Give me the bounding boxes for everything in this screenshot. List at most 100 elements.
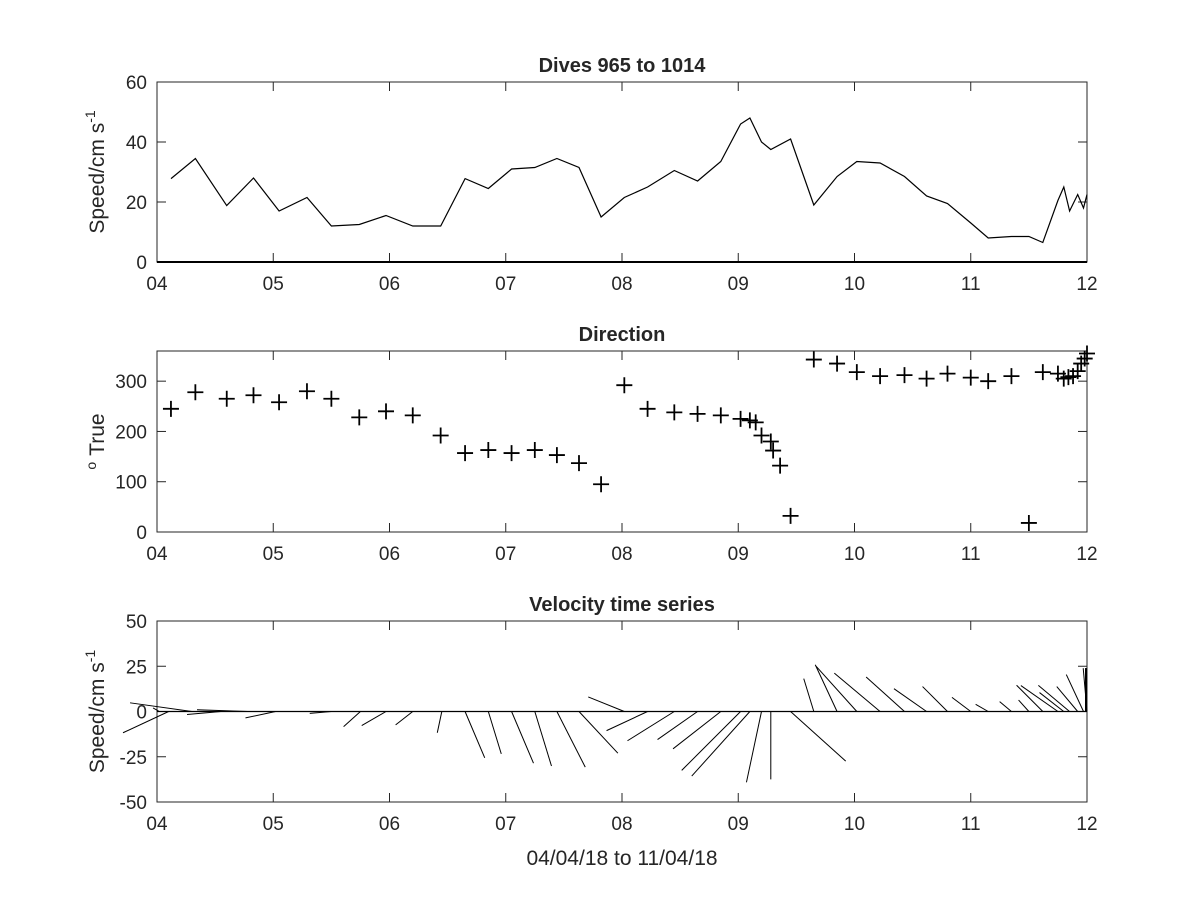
panel-1-xtick-label: 12 xyxy=(1076,274,1097,295)
panel-3-stick xyxy=(464,711,486,759)
panel-2-marker xyxy=(298,383,315,400)
panel-3-xtick-label: 07 xyxy=(495,814,516,835)
panel-2-xtick-label: 12 xyxy=(1076,544,1097,565)
panel-1-xtick-label: 08 xyxy=(611,274,632,295)
panel-2-marker xyxy=(1069,363,1086,380)
panel-2-marker xyxy=(666,404,683,421)
panel-3-stick xyxy=(893,688,927,712)
panel-2-marker xyxy=(404,407,421,424)
panel-2-marker xyxy=(271,394,288,411)
panel-3-xtick-label: 10 xyxy=(844,814,865,835)
panel-2-xtick-label: 10 xyxy=(844,544,865,565)
panel-3-stick xyxy=(152,707,160,712)
panel-3-xtick-label: 11 xyxy=(961,814,981,835)
panel-2-marker xyxy=(829,355,846,372)
panel-2-marker xyxy=(762,433,779,450)
panel-3-stick xyxy=(790,711,847,762)
panel-2-marker xyxy=(753,427,770,444)
panel-2-marker xyxy=(962,369,979,386)
panel-3-stick xyxy=(395,711,414,726)
panel-2-marker xyxy=(939,365,956,382)
panel-2-marker xyxy=(526,442,543,459)
panel-2-marker xyxy=(323,390,340,407)
panel-3-stick xyxy=(534,711,552,767)
panel-3-stick xyxy=(556,711,586,768)
panel-3-xtick-label: 05 xyxy=(263,814,284,835)
panel-2-marker xyxy=(1034,364,1051,381)
panel-3-stick xyxy=(1016,684,1044,712)
panel-3-stick xyxy=(691,711,751,777)
panel-3-stick xyxy=(1065,674,1084,712)
panel-1-ylabel-main: Speed/cm s xyxy=(86,123,109,234)
panel-3-xlabel: 04/04/18 to 11/04/18 xyxy=(526,847,717,870)
panel-2-ytick-label: 100 xyxy=(115,473,147,494)
panel-2-marker xyxy=(896,367,913,384)
panel-3-ylabel-sup: -1 xyxy=(82,650,98,663)
panel-3-stick xyxy=(1039,692,1065,712)
panel-2-ylabel-sup: o xyxy=(83,462,99,470)
panel-3-stick xyxy=(436,711,443,733)
panel-1-xtick-label: 04 xyxy=(146,274,168,295)
panel-2-xtick-label: 04 xyxy=(146,544,168,565)
panel-2-xtick-label: 11 xyxy=(961,544,981,565)
panel-3-stick xyxy=(975,703,989,712)
panel-2-marker xyxy=(848,364,865,381)
panel-2-marker xyxy=(187,384,204,401)
panel-3-stick xyxy=(1038,684,1070,712)
panel-3-stick xyxy=(122,711,169,734)
panel-2-marker xyxy=(245,387,262,404)
panel-2-marker xyxy=(1020,514,1037,531)
panel-1-xtick-label: 06 xyxy=(379,274,400,295)
panel-2-xtick-label: 08 xyxy=(611,544,632,565)
panel-2-marker xyxy=(1079,345,1095,362)
panel-2-marker xyxy=(570,455,587,472)
panel-3-stick xyxy=(745,711,762,783)
panel-3-stick xyxy=(578,711,619,754)
panel-3-ytick-label: 50 xyxy=(126,612,147,633)
panel-3-stick xyxy=(657,711,698,740)
panel-2-marker xyxy=(980,373,997,390)
panel-3-stick xyxy=(833,672,881,712)
panel-2-title: Direction xyxy=(579,324,666,346)
panel-2-xtick-label: 09 xyxy=(728,544,749,565)
panel-3-xtick-label: 04 xyxy=(146,814,168,835)
panel-2-marker xyxy=(162,400,179,417)
panel-1-ytick-label: 0 xyxy=(136,253,147,274)
panel-3-xtick-label: 09 xyxy=(728,814,749,835)
panel-2-marker xyxy=(772,457,789,474)
panel-3-stick xyxy=(361,711,387,726)
panel-2-marker xyxy=(616,377,633,394)
panel-3-stick xyxy=(803,678,815,712)
panel-2-marker xyxy=(548,447,565,464)
panel-1-ytick-label: 40 xyxy=(126,133,147,154)
panel-1-series-line xyxy=(170,117,1088,244)
panel-2-ytick-label: 200 xyxy=(115,422,147,443)
panel-2-ytick-label: 0 xyxy=(136,523,147,544)
panel-1-ytick-label: 60 xyxy=(126,73,147,94)
panel-3-ytick-label: 25 xyxy=(126,657,147,678)
panel-1-ytick-label: 20 xyxy=(126,193,147,214)
panel-3-xtick-label: 08 xyxy=(611,814,632,835)
panel-3-stick xyxy=(487,711,502,755)
panel-1-xtick-label: 10 xyxy=(844,274,865,295)
panel-3-stick xyxy=(129,702,192,712)
panel-2-marker xyxy=(378,403,395,420)
panel-3-stick xyxy=(1020,685,1059,712)
panel-3-xtick-label: 06 xyxy=(379,814,400,835)
panel-3-ytick-label: -50 xyxy=(120,793,147,814)
panel-1-xtick-label: 05 xyxy=(263,274,284,295)
panel-2-marker xyxy=(747,414,764,431)
panel-2-xtick-label: 07 xyxy=(495,544,516,565)
panel-3-stick xyxy=(343,711,361,728)
panel-2-ylabel-main: True xyxy=(86,413,109,455)
panel-3-stick xyxy=(922,686,948,712)
panel-2-marker xyxy=(457,445,474,462)
panel-2-marker xyxy=(1003,368,1020,385)
panel-3-stick xyxy=(681,711,741,771)
panel-2-marker xyxy=(432,427,449,444)
panel-2-ylabel: o True xyxy=(83,413,109,469)
panel-1-ylabel-sup: -1 xyxy=(82,110,98,123)
panel-3-stick xyxy=(1056,686,1079,712)
